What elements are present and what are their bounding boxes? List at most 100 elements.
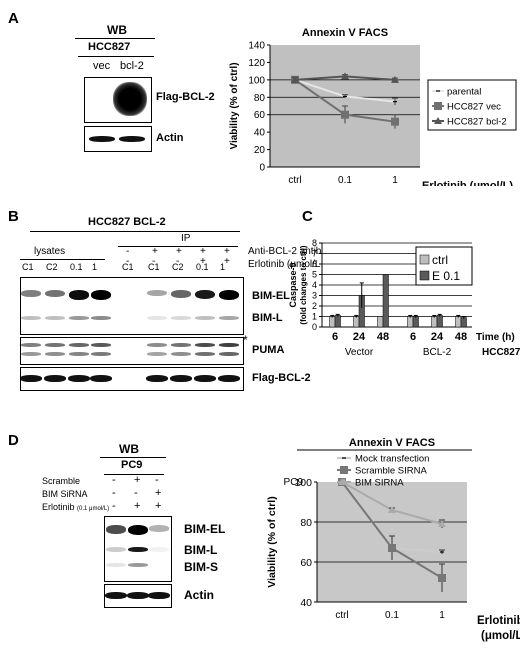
chart-c-legend-swatch: [419, 270, 430, 281]
panel-d-sign: -: [134, 487, 138, 499]
chart-c-group-label: BCL-2: [423, 347, 452, 358]
chart-d-legend-label: Mock transfection: [355, 454, 429, 465]
chart-a-ytick-label: 40: [254, 128, 266, 139]
label-actin-d: Actin: [184, 588, 214, 602]
panel-b-ip-label: IP: [181, 233, 191, 244]
antibody-sign: +: [200, 246, 206, 257]
band-bim-el-b: [45, 290, 65, 298]
chart-a-ytick-label: 20: [254, 145, 266, 156]
chart-c-xtick-label: 24: [353, 331, 366, 343]
chart-c-legend-label: ctrl: [432, 253, 448, 267]
chart-a-ytick-label: 0: [259, 163, 265, 174]
erlotinib-label-b: Erlotinib (μmol/L, 48 h): [248, 259, 349, 270]
erlotinib-unit-d: (0.1 μmol/L): [77, 506, 110, 512]
panel-b-lane-label: C2: [172, 262, 184, 272]
chart-c-ylabel: Caspase-9: [288, 262, 298, 307]
actin-blot-a: [84, 126, 152, 152]
band-flag-bcl2-b: [68, 375, 90, 382]
flag-bcl2-blot: [84, 77, 152, 123]
chart-a-ytick-label: 100: [248, 75, 265, 86]
panel-b-lane-label: C2: [46, 262, 58, 272]
band-bim-l-b: [147, 316, 167, 320]
band-bim-l-b: [219, 316, 239, 320]
panel-c-letter: C: [302, 208, 313, 225]
chart-a-legend-label: HCC827 bcl-2: [447, 117, 507, 128]
chart-c-xtick-label: 24: [431, 331, 444, 343]
panel-a-cell-label: HCC827: [88, 41, 131, 53]
panel-b-lane-label: 1: [220, 262, 226, 272]
chart-d-xtick-label: 1: [439, 610, 445, 621]
panel-d-sign: +: [155, 500, 162, 512]
band-puma-upper: [45, 343, 65, 347]
panel-b-lane-label: C1: [148, 262, 160, 272]
panel-d-sign: -: [112, 474, 116, 486]
band-bim-l-d: [106, 547, 126, 552]
band-bim-l-d: [149, 547, 169, 552]
antibody-sign: -: [126, 246, 130, 257]
chart-c-bar: [431, 316, 438, 328]
panel-b-lysates-underline: [20, 259, 105, 260]
chart-c-x-unit: Time (h): [476, 332, 515, 343]
row-label-scramble: Scramble: [42, 476, 81, 486]
band-flag-bcl2-b: [44, 375, 66, 382]
chart-c-ytick-label: 1: [312, 312, 317, 322]
chart-d-ytick-label: 100: [294, 477, 312, 489]
chart-c-ytick-label: 7: [312, 249, 317, 259]
panel-d-sign: -: [112, 487, 116, 499]
chart-c-bar: [382, 274, 389, 328]
chart-c-bar: [460, 317, 467, 328]
actin-band-vec: [89, 136, 115, 142]
chart-d-xtick-label: ctrl: [335, 610, 348, 621]
panel-b-lysates-label: lysates: [34, 246, 66, 257]
chart-d-ytick-label: 60: [300, 557, 312, 569]
panel-b-lane-label: 1: [92, 262, 98, 272]
chart-a-xlabel: Erlotinib (μmol/L): [422, 180, 513, 186]
flag-bcl2-label: Flag-BCL-2: [156, 91, 215, 103]
erlotinib-sign: -: [152, 256, 156, 267]
chart-a-xtick-label: ctrl: [288, 175, 301, 186]
chart-a-point: [341, 72, 349, 80]
chart-c-xtick-label: 48: [377, 331, 389, 343]
chart-a-legend-label: parental: [447, 87, 481, 98]
chart-a-point: [391, 117, 399, 126]
panel-d-cell-label: PC9: [121, 459, 143, 471]
panel-a-letter: A: [8, 10, 19, 27]
band-puma-lower: [91, 352, 111, 356]
chart-a: Annexin V FACS 0 20 40 60 80 100 120 140 ctrl 0.1 1…: [229, 27, 517, 186]
chart-c-ytick-label: 8: [312, 238, 317, 248]
band-flag-bcl2-b: [218, 375, 240, 382]
chart-c-legend-swatch: [419, 254, 430, 265]
lane-bcl2-label: bcl-2: [120, 60, 144, 72]
band-bim-l-b: [21, 316, 41, 320]
band-bim-l-b: [45, 316, 65, 320]
panel-b-title-underline: [30, 231, 240, 232]
chart-a-ylabel: Viability (% of ctrl): [229, 62, 240, 149]
erlotinib-sign: -: [126, 256, 130, 267]
chart-d-legend-label: BIM SIRNA: [355, 478, 404, 489]
chart-d-point: [438, 574, 446, 582]
chart-a-xtick-label: 1: [392, 175, 398, 186]
erlotinib-sign: -: [176, 256, 180, 267]
chart-c-ytick-label: 2: [312, 301, 317, 311]
chart-d-cell-line: PC9: [284, 477, 304, 488]
band-bim-el-b: [69, 290, 89, 300]
antibody-sign: +: [176, 246, 182, 257]
chart-c-bar: [377, 316, 384, 328]
band-actin-d: [105, 592, 127, 599]
chart-c-xtick-label: 6: [410, 331, 416, 343]
band-puma-lower: [45, 352, 65, 356]
band-puma-lower: [21, 352, 41, 356]
panel-a-wb-label: WB: [107, 23, 127, 37]
row-label-bim-sirna: BIM SiRNA: [42, 489, 88, 499]
panel-b-ip-underline: [118, 246, 238, 247]
chart-c-bar: [353, 316, 360, 328]
band-actin-d: [148, 592, 170, 599]
band-puma-lower: [69, 352, 89, 356]
chart-a-title: Annexin V FACS: [302, 27, 388, 39]
row-label-erlotinib: Erlotinib (0.1 μmol/L): [42, 502, 110, 512]
chart-c-xtick-label: 48: [455, 331, 467, 343]
panel-b-lane-label: 0.1: [70, 262, 83, 272]
chart-a-ytick-label: 60: [254, 110, 266, 121]
band-puma-lower: [195, 352, 215, 356]
